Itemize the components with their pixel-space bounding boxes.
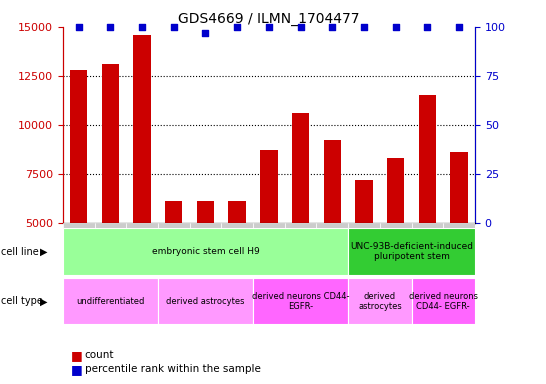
Bar xyxy=(387,158,405,321)
Bar xyxy=(355,180,373,321)
Bar xyxy=(70,70,87,321)
Bar xyxy=(63,228,348,275)
Bar xyxy=(260,150,277,321)
Bar xyxy=(133,35,151,321)
Bar xyxy=(126,223,158,275)
Text: GSM997563: GSM997563 xyxy=(169,225,179,272)
Text: derived
astrocytes: derived astrocytes xyxy=(358,292,402,311)
Text: derived neurons CD44-
EGFR-: derived neurons CD44- EGFR- xyxy=(252,292,349,311)
Text: undifferentiated: undifferentiated xyxy=(76,297,145,306)
Bar xyxy=(253,278,348,324)
Bar xyxy=(94,223,126,275)
Text: derived neurons
CD44- EGFR-: derived neurons CD44- EGFR- xyxy=(409,292,478,311)
Bar xyxy=(450,152,468,321)
Bar xyxy=(412,223,443,275)
Bar xyxy=(348,278,412,324)
Text: UNC-93B-deficient-induced
pluripotent stem: UNC-93B-deficient-induced pluripotent st… xyxy=(350,242,473,261)
Point xyxy=(74,24,83,30)
Bar xyxy=(419,95,436,321)
Text: GSM997572: GSM997572 xyxy=(391,225,400,272)
Bar xyxy=(158,223,189,275)
Text: GSM997565: GSM997565 xyxy=(233,225,242,272)
Bar xyxy=(102,64,119,321)
Point xyxy=(328,24,337,30)
Text: ■: ■ xyxy=(71,349,83,362)
Point xyxy=(391,24,400,30)
Point xyxy=(455,24,464,30)
Bar xyxy=(63,278,158,324)
Point xyxy=(233,24,241,30)
Point xyxy=(201,30,210,36)
Text: percentile rank within the sample: percentile rank within the sample xyxy=(85,364,260,374)
Point xyxy=(264,24,273,30)
Point xyxy=(423,24,432,30)
Title: GDS4669 / ILMN_1704477: GDS4669 / ILMN_1704477 xyxy=(178,12,360,26)
Bar xyxy=(197,201,214,321)
Bar xyxy=(253,223,285,275)
Bar xyxy=(317,223,348,275)
Text: ▶: ▶ xyxy=(40,296,48,306)
Bar xyxy=(443,223,475,275)
Point xyxy=(296,24,305,30)
Text: count: count xyxy=(85,350,114,360)
Text: GSM997555: GSM997555 xyxy=(74,225,83,272)
Text: ■: ■ xyxy=(71,363,83,376)
Text: GSM997556: GSM997556 xyxy=(106,225,115,272)
Bar xyxy=(412,278,475,324)
Text: GSM997566: GSM997566 xyxy=(264,225,274,272)
Bar xyxy=(158,278,253,324)
Bar xyxy=(189,223,221,275)
Bar xyxy=(324,141,341,321)
Text: GSM997568: GSM997568 xyxy=(328,225,337,272)
Text: cell line: cell line xyxy=(1,247,39,257)
Bar xyxy=(348,228,475,275)
Text: cell type: cell type xyxy=(1,296,43,306)
Bar xyxy=(292,113,310,321)
Text: GSM997571: GSM997571 xyxy=(359,225,369,272)
Point xyxy=(169,24,178,30)
Bar xyxy=(228,201,246,321)
Point xyxy=(106,24,115,30)
Point xyxy=(360,24,369,30)
Text: ▶: ▶ xyxy=(40,247,48,257)
Text: embryonic stem cell H9: embryonic stem cell H9 xyxy=(152,247,259,256)
Bar xyxy=(348,223,380,275)
Text: GSM997567: GSM997567 xyxy=(296,225,305,272)
Point xyxy=(138,24,146,30)
Text: GSM997564: GSM997564 xyxy=(201,225,210,272)
Text: GSM997557: GSM997557 xyxy=(138,225,146,272)
Text: GSM997570: GSM997570 xyxy=(455,225,464,272)
Bar xyxy=(285,223,317,275)
Text: GSM997569: GSM997569 xyxy=(423,225,432,272)
Bar xyxy=(63,223,94,275)
Bar xyxy=(380,223,412,275)
Bar xyxy=(165,201,182,321)
Bar xyxy=(221,223,253,275)
Text: derived astrocytes: derived astrocytes xyxy=(166,297,245,306)
